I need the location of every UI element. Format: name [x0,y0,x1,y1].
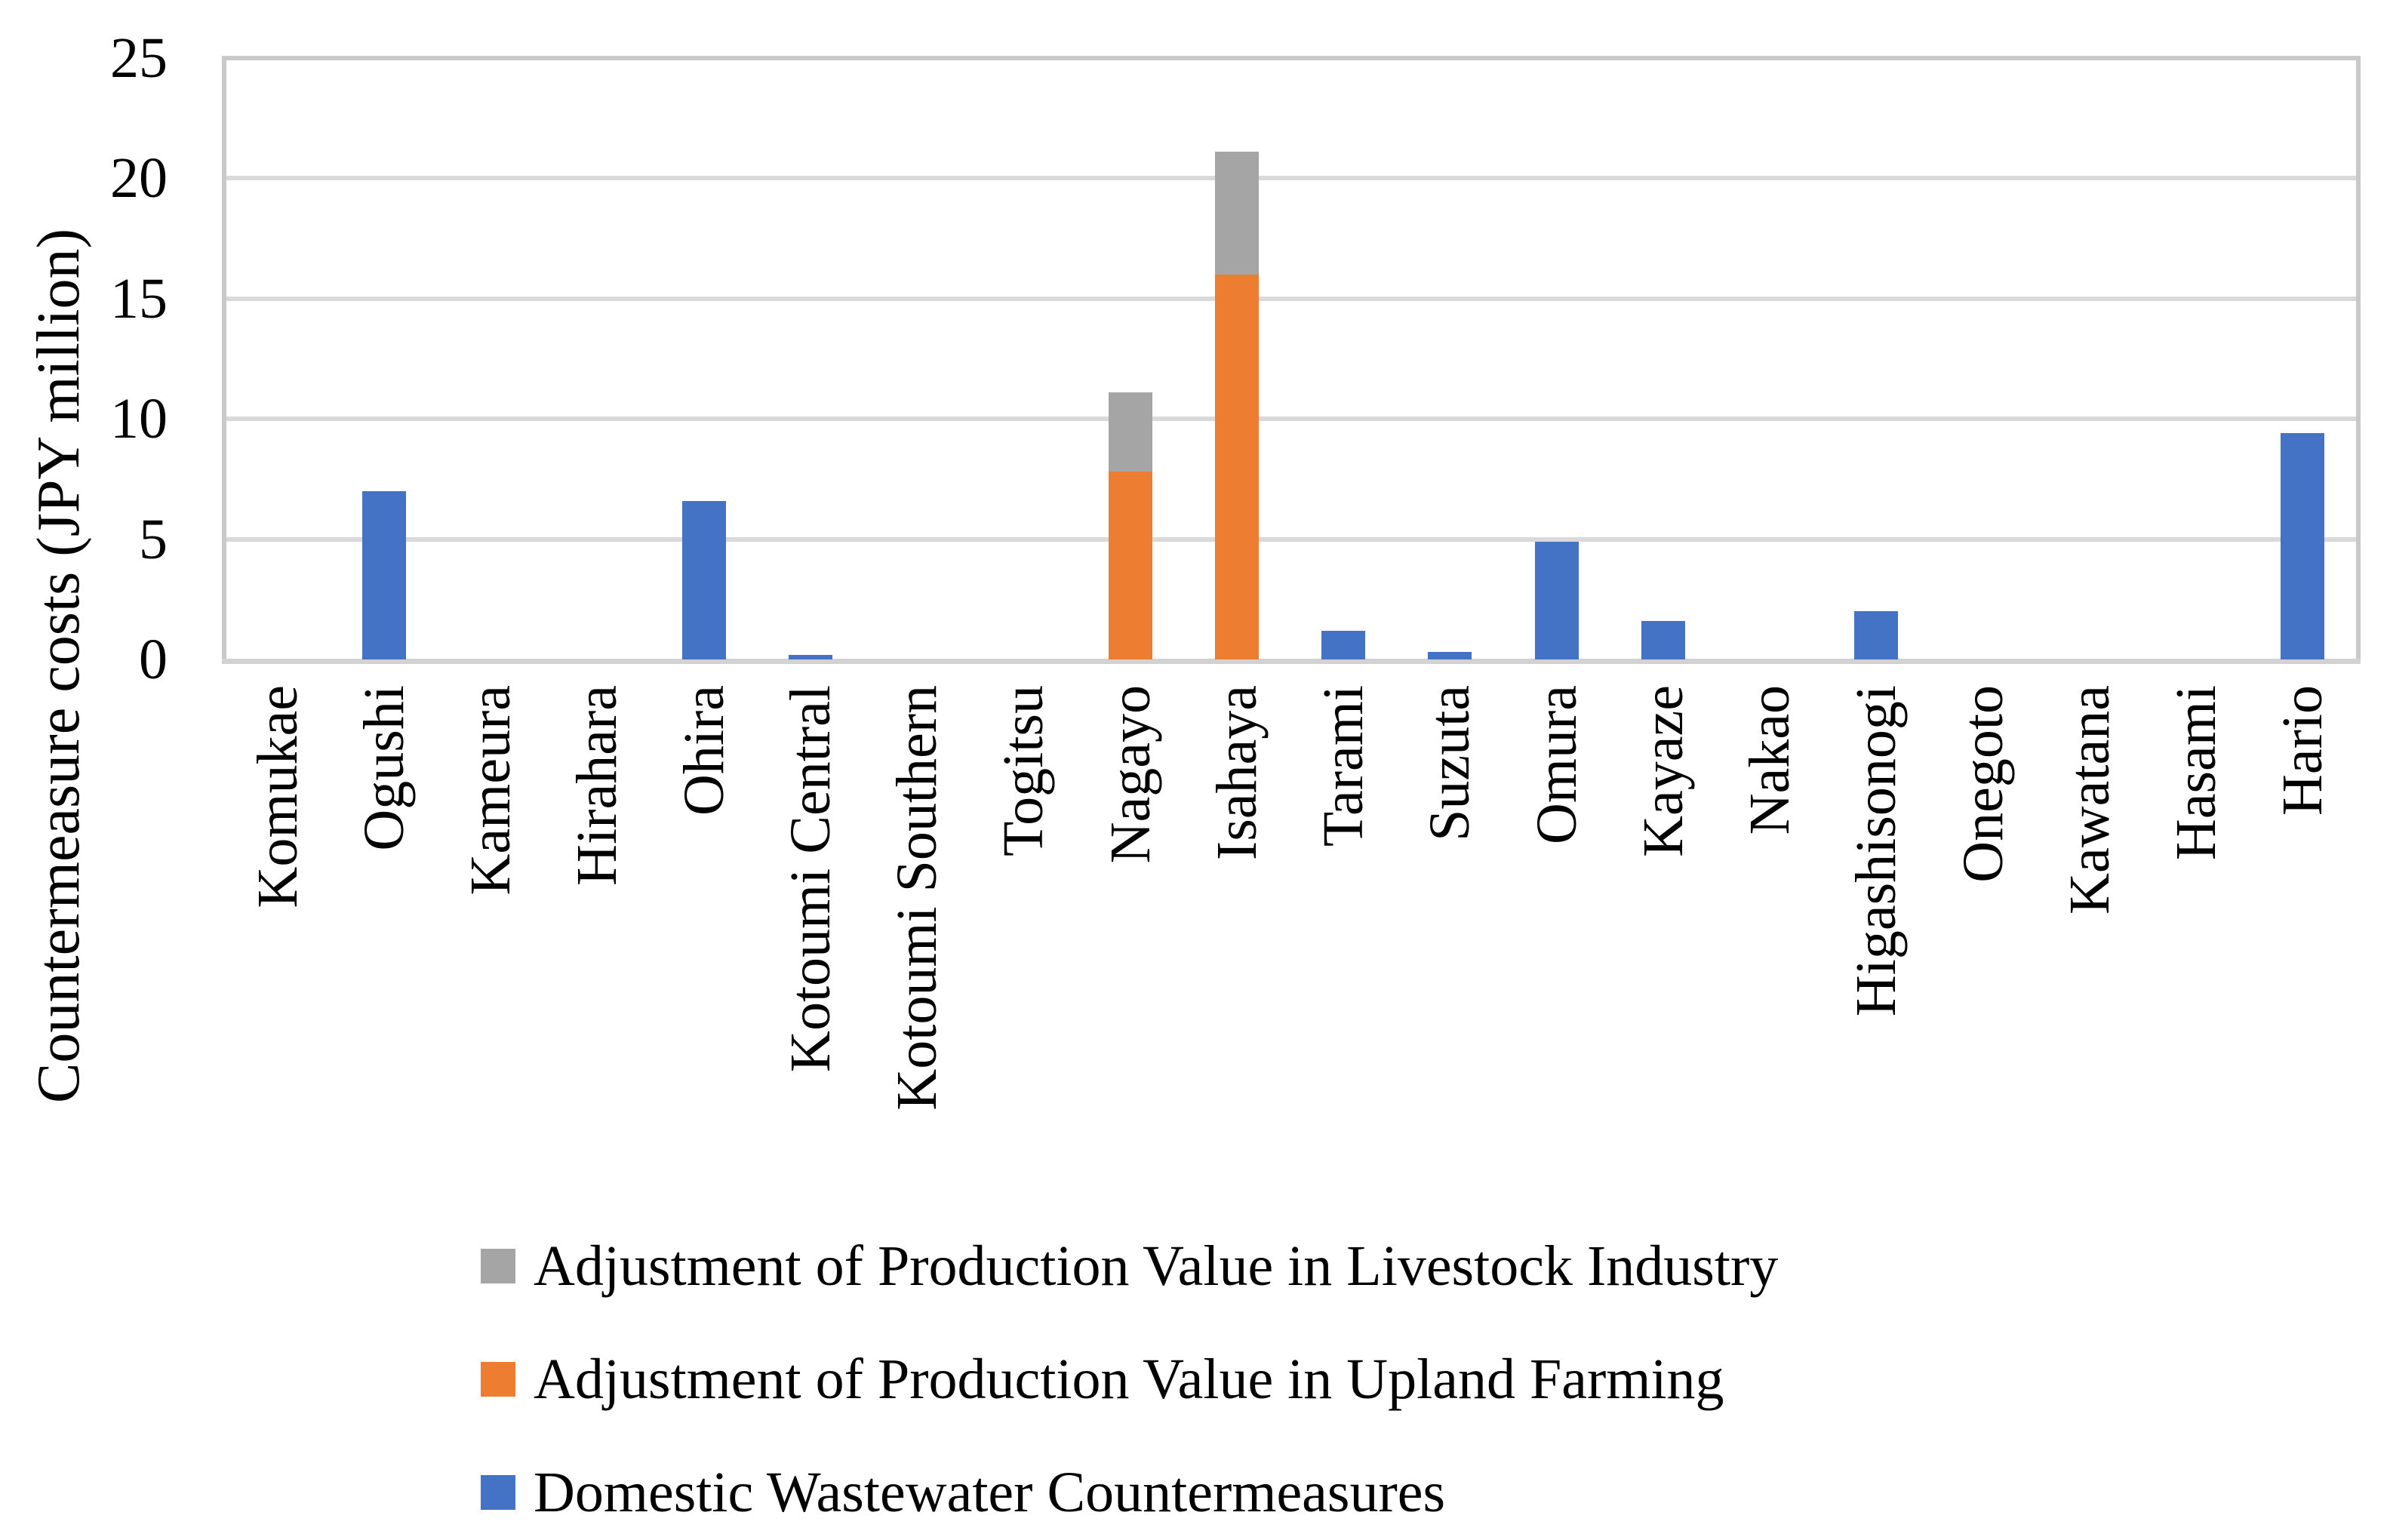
legend-item: Adjustment of Production Value in Upland… [481,1345,1724,1414]
x-axis-line [222,659,2361,664]
bar-segment [1214,274,1259,659]
legend-swatch [481,1362,515,1397]
x-tick-label: Kotoumi Central [778,685,842,1072]
x-tick-label: Hario [2271,685,2335,816]
gridline [226,296,2356,301]
x-tick-label: Higashisonogi [1844,685,1909,1017]
bar-segment [361,490,406,659]
x-tick-label: Ogushi [352,685,416,851]
bar-segment [1321,630,1366,659]
x-tick-label: Tarami [1312,685,1376,847]
y-tick-label: 5 [139,507,168,571]
y-tick-label: 15 [110,266,168,330]
x-tick-label: Kayaze [1631,685,1695,857]
y-tick-label: 25 [110,26,168,90]
bar-segment [1534,541,1579,659]
gridline [226,176,2356,181]
x-tick-label: Hirahara [565,685,629,886]
x-tick-label: Ohira [672,685,736,816]
x-tick-label: Kotoumi Southern [885,685,949,1111]
x-tick-label: Togitsu [992,685,1056,856]
legend-item: Domestic Wastewater Countermeasures [481,1458,1445,1527]
x-tick-label: Hasami [2164,685,2229,861]
legend-swatch [481,1475,515,1510]
x-tick-label: Onegoto [1951,685,2015,883]
bar-segment [2281,433,2325,659]
x-tick-label: Kawatana [2057,685,2121,914]
x-tick-label: Komukae [245,685,309,908]
legend-label: Adjustment of Production Value in Livest… [534,1234,1779,1298]
x-tick-label: Nakao [1738,685,1802,835]
x-tick-label: Isahaya [1204,685,1269,861]
legend-item: Adjustment of Production Value in Livest… [481,1231,1778,1301]
x-tick-label: Kameura [459,685,523,896]
bar-segment [788,654,832,659]
x-tick-label: Omura [1524,685,1589,845]
bar-segment [1641,620,1685,659]
bar-segment [1428,652,1472,659]
y-tick-label: 10 [110,387,168,451]
legend-swatch [481,1249,515,1283]
plot-border [222,56,2361,664]
x-tick-label: Suzuta [1418,685,1482,841]
bar-segment [1854,611,1899,659]
bar-segment [681,500,726,659]
bar-segment [1108,472,1152,659]
legend-label: Adjustment of Production Value in Upland… [534,1348,1724,1411]
x-tick-label: Nagayo [1098,685,1162,864]
bar-segment [1214,152,1259,275]
legend-label: Domestic Wastewater Countermeasures [534,1461,1446,1524]
y-tick-label: 20 [110,146,168,211]
bar-segment [1108,392,1152,472]
gridline [226,536,2356,542]
y-tick-label: 0 [139,628,168,691]
gridline [226,417,2356,422]
